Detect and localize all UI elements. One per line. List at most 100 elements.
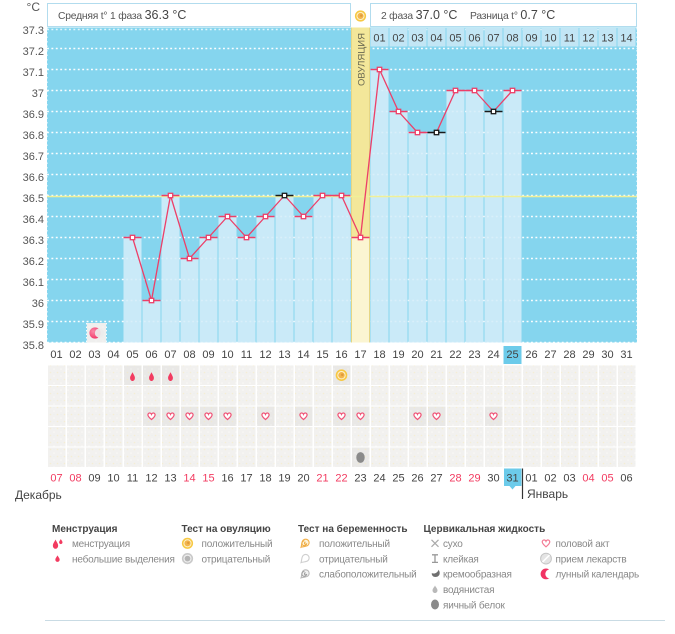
svg-text:28: 28 bbox=[563, 349, 575, 361]
svg-text:36.5: 36.5 bbox=[23, 193, 44, 205]
svg-text:положительный: положительный bbox=[319, 539, 390, 550]
svg-text:°C: °C bbox=[27, 0, 41, 14]
svg-text:лунный календарь: лунный календарь bbox=[556, 570, 639, 581]
svg-text:28: 28 bbox=[449, 473, 461, 485]
svg-text:35.8: 35.8 bbox=[23, 340, 44, 352]
svg-text:02: 02 bbox=[69, 349, 81, 361]
svg-text:36.4: 36.4 bbox=[23, 214, 44, 226]
svg-text:менструация: менструация bbox=[72, 539, 130, 550]
svg-text:10: 10 bbox=[107, 473, 119, 485]
svg-text:02: 02 bbox=[544, 473, 556, 485]
svg-text:36.1: 36.1 bbox=[23, 277, 44, 289]
svg-text:08: 08 bbox=[69, 473, 81, 485]
svg-text:20: 20 bbox=[297, 473, 309, 485]
svg-text:26: 26 bbox=[525, 349, 537, 361]
svg-text:12: 12 bbox=[582, 33, 594, 45]
svg-text:21: 21 bbox=[316, 473, 328, 485]
svg-text:04: 04 bbox=[430, 33, 442, 45]
svg-text:04: 04 bbox=[107, 349, 119, 361]
svg-text:36.7: 36.7 bbox=[23, 151, 44, 163]
svg-text:25: 25 bbox=[506, 349, 518, 361]
svg-text:36.6: 36.6 bbox=[23, 172, 44, 184]
svg-text:31: 31 bbox=[506, 473, 518, 485]
svg-text:16: 16 bbox=[335, 349, 347, 361]
svg-text:36.2: 36.2 bbox=[23, 256, 44, 268]
svg-text:09: 09 bbox=[88, 473, 100, 485]
svg-text:05: 05 bbox=[126, 349, 138, 361]
svg-text:30: 30 bbox=[487, 473, 499, 485]
svg-text:15: 15 bbox=[316, 349, 328, 361]
svg-text:отрицательный: отрицательный bbox=[202, 554, 271, 565]
svg-text:небольшие выделения: небольшие выделения bbox=[72, 553, 175, 565]
svg-text:36: 36 bbox=[32, 298, 44, 310]
svg-text:09: 09 bbox=[525, 33, 537, 45]
svg-text:11: 11 bbox=[127, 473, 138, 485]
svg-text:16: 16 bbox=[221, 473, 233, 485]
svg-text:36.8: 36.8 bbox=[23, 130, 44, 142]
svg-text:23: 23 bbox=[468, 349, 480, 361]
svg-text:Средняя t° 1 фаза 36.3 °C: Средняя t° 1 фаза 36.3 °C bbox=[58, 8, 186, 22]
svg-text:36.9: 36.9 bbox=[23, 109, 44, 121]
svg-text:24: 24 bbox=[373, 473, 385, 485]
svg-text:прием лекарств: прием лекарств bbox=[556, 554, 627, 565]
svg-text:Тест на беременность: Тест на беременность bbox=[298, 523, 408, 535]
svg-text:08: 08 bbox=[506, 33, 518, 45]
svg-text:01: 01 bbox=[373, 33, 385, 45]
svg-text:03: 03 bbox=[411, 33, 423, 45]
svg-text:положительный: положительный bbox=[202, 539, 273, 550]
svg-text:14: 14 bbox=[297, 349, 309, 361]
svg-text:11: 11 bbox=[564, 33, 575, 45]
svg-text:яичный белок: яичный белок bbox=[443, 599, 505, 611]
svg-text:23: 23 bbox=[354, 473, 366, 485]
svg-text:15: 15 bbox=[202, 473, 214, 485]
svg-text:06: 06 bbox=[145, 349, 157, 361]
svg-text:31: 31 bbox=[620, 349, 632, 361]
svg-text:Цервикальная жидкость: Цервикальная жидкость bbox=[424, 524, 546, 535]
svg-text:09: 09 bbox=[202, 349, 214, 361]
svg-text:03: 03 bbox=[563, 473, 575, 485]
svg-text:10: 10 bbox=[544, 33, 556, 45]
svg-text:08: 08 bbox=[183, 349, 195, 361]
svg-text:19: 19 bbox=[392, 349, 404, 361]
svg-text:05: 05 bbox=[601, 473, 613, 485]
svg-text:отрицательный: отрицательный bbox=[319, 554, 388, 565]
svg-text:25: 25 bbox=[392, 473, 404, 485]
svg-text:18: 18 bbox=[259, 473, 271, 485]
svg-text:18: 18 bbox=[373, 349, 385, 361]
svg-text:Тест на овуляцию: Тест на овуляцию bbox=[182, 524, 272, 535]
svg-text:24: 24 bbox=[487, 349, 499, 361]
svg-text:11: 11 bbox=[241, 349, 252, 361]
svg-text:07: 07 bbox=[50, 473, 62, 485]
svg-text:21: 21 bbox=[430, 349, 442, 361]
svg-text:водянистая: водянистая bbox=[443, 585, 494, 596]
svg-text:06: 06 bbox=[620, 473, 632, 485]
svg-text:30: 30 bbox=[601, 349, 613, 361]
svg-text:07: 07 bbox=[487, 33, 499, 45]
svg-text:37.2: 37.2 bbox=[23, 46, 44, 58]
svg-text:36.3: 36.3 bbox=[23, 235, 44, 247]
svg-text:01: 01 bbox=[525, 473, 537, 485]
svg-text:04: 04 bbox=[582, 473, 594, 485]
svg-text:слабоположительный: слабоположительный bbox=[319, 569, 417, 581]
svg-text:17: 17 bbox=[354, 349, 366, 361]
svg-text:37.1: 37.1 bbox=[23, 67, 44, 79]
svg-text:13: 13 bbox=[164, 473, 176, 485]
svg-text:половой акт: половой акт bbox=[556, 539, 610, 550]
svg-text:37.3: 37.3 bbox=[23, 25, 44, 37]
svg-text:02: 02 bbox=[392, 33, 404, 45]
svg-text:ОВУЛЯЦИЯ: ОВУЛЯЦИЯ bbox=[357, 33, 368, 86]
svg-text:26: 26 bbox=[411, 473, 423, 485]
svg-text:кремообразная: кремообразная bbox=[443, 569, 512, 581]
svg-text:03: 03 bbox=[88, 349, 100, 361]
svg-text:Декабрь: Декабрь bbox=[15, 488, 62, 502]
svg-text:13: 13 bbox=[278, 349, 290, 361]
svg-text:29: 29 bbox=[582, 349, 594, 361]
svg-text:Разница t° 0.7 °C: Разница t° 0.7 °C bbox=[470, 8, 555, 22]
svg-text:клейкая: клейкая bbox=[443, 554, 479, 565]
svg-text:10: 10 bbox=[221, 349, 233, 361]
svg-text:2 фаза 37.0 °C: 2 фаза 37.0 °C bbox=[381, 8, 457, 22]
svg-text:27: 27 bbox=[430, 473, 442, 485]
svg-text:19: 19 bbox=[278, 473, 290, 485]
svg-text:14: 14 bbox=[183, 473, 195, 485]
svg-text:01: 01 bbox=[50, 349, 62, 361]
